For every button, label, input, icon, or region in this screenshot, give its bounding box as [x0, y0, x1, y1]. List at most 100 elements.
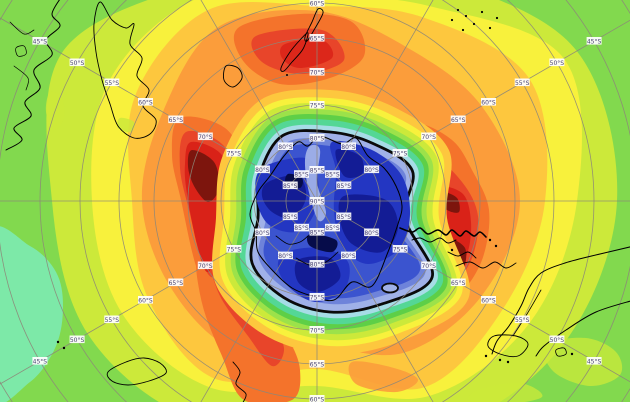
svg-text:85°S: 85°S: [310, 229, 325, 236]
latitude-label: 50°S: [69, 335, 85, 344]
latitude-label: 55°S: [104, 315, 120, 324]
coastlines: [5, 0, 630, 402]
latitude-label: 75°S: [309, 101, 325, 109]
latitude-label: 70°S: [197, 261, 213, 270]
latitude-label: 60°S: [481, 98, 496, 106]
latitude-label: 60°S: [138, 296, 153, 304]
svg-text:55°S: 55°S: [105, 317, 120, 324]
svg-text:85°S: 85°S: [283, 183, 298, 190]
latitude-label: 50°S: [549, 335, 565, 344]
svg-text:50°S: 50°S: [70, 60, 85, 67]
latitude-label: 60°S: [309, 395, 325, 402]
latitude-label: 75°S: [392, 245, 408, 253]
svg-text:85°S: 85°S: [294, 225, 309, 232]
svg-text:60°S: 60°S: [138, 99, 153, 106]
latitude-label: 45°S: [586, 37, 602, 45]
latitude-label: 80°S: [278, 251, 293, 260]
svg-text:80°S: 80°S: [341, 253, 356, 260]
svg-text:85°S: 85°S: [325, 225, 340, 232]
latitude-label: 65°S: [309, 360, 325, 368]
latitude-label: 55°S: [514, 315, 530, 324]
svg-text:60°S: 60°S: [310, 0, 325, 7]
svg-text:65°S: 65°S: [310, 35, 325, 42]
latitude-label: 50°S: [549, 58, 565, 67]
latitude-label: 60°S: [138, 98, 153, 106]
latitude-label: 65°S: [450, 115, 466, 124]
latitude-label: 65°S: [450, 278, 466, 287]
svg-text:70°S: 70°S: [198, 134, 213, 141]
svg-text:75°S: 75°S: [310, 294, 325, 301]
latitude-label: 45°S: [32, 37, 48, 45]
latitude-label: 80°S: [364, 165, 380, 174]
svg-text:50°S: 50°S: [70, 337, 85, 344]
svg-text:60°S: 60°S: [481, 99, 496, 106]
svg-text:50°S: 50°S: [550, 60, 565, 67]
svg-text:45°S: 45°S: [587, 358, 602, 365]
svg-text:85°S: 85°S: [283, 214, 298, 221]
svg-text:85°S: 85°S: [337, 214, 352, 221]
latitude-label: 70°S: [197, 132, 213, 141]
svg-text:85°S: 85°S: [337, 183, 352, 190]
svg-text:70°S: 70°S: [198, 263, 213, 270]
svg-text:85°S: 85°S: [325, 172, 340, 179]
svg-text:45°S: 45°S: [587, 38, 602, 45]
svg-text:80°S: 80°S: [364, 230, 379, 237]
svg-text:60°S: 60°S: [138, 297, 153, 304]
latitude-label: 45°S: [586, 357, 602, 365]
svg-text:80°S: 80°S: [278, 144, 293, 151]
svg-text:45°S: 45°S: [33, 38, 48, 45]
svg-text:65°S: 65°S: [310, 361, 325, 368]
latitude-label: 85°S: [294, 170, 309, 179]
latitude-label: 80°S: [341, 142, 356, 151]
latitude-label: 80°S: [278, 142, 293, 151]
svg-text:80°S: 80°S: [310, 261, 325, 268]
svg-text:70°S: 70°S: [310, 69, 325, 76]
latitude-label: 80°S: [309, 134, 325, 142]
svg-text:60°S: 60°S: [310, 396, 325, 402]
svg-text:65°S: 65°S: [451, 117, 466, 124]
latitude-label: 80°S: [341, 251, 356, 260]
svg-text:75°S: 75°S: [310, 102, 325, 109]
latitude-label: 50°S: [69, 58, 85, 67]
latitude-label: 85°S: [325, 223, 340, 232]
svg-text:75°S: 75°S: [227, 246, 242, 253]
latitude-label: 85°S: [309, 228, 325, 236]
svg-text:70°S: 70°S: [421, 263, 436, 270]
latitude-label: 85°S: [336, 181, 352, 190]
svg-text:80°S: 80°S: [341, 144, 356, 151]
svg-text:90°S: 90°S: [310, 198, 325, 205]
svg-text:80°S: 80°S: [364, 167, 379, 174]
latitude-label: 75°S: [226, 149, 242, 157]
latitude-label: 70°S: [309, 326, 325, 334]
latitude-label: 80°S: [254, 165, 270, 174]
svg-text:70°S: 70°S: [421, 134, 436, 141]
svg-text:75°S: 75°S: [393, 246, 408, 253]
latitude-label: 80°S: [309, 260, 325, 268]
latitude-labels: 85°S 80°S 75°S 70°S 65°S 60°S 85°S 80°S 75°S 70°S…: [32, 0, 602, 402]
svg-text:45°S: 45°S: [33, 358, 48, 365]
svg-text:75°S: 75°S: [227, 150, 242, 157]
latitude-label: 45°S: [32, 357, 48, 365]
latitude-label: 70°S: [421, 261, 437, 270]
svg-text:75°S: 75°S: [393, 150, 408, 157]
svg-text:65°S: 65°S: [169, 280, 184, 287]
svg-text:65°S: 65°S: [169, 117, 184, 124]
svg-text:85°S: 85°S: [294, 172, 309, 179]
svg-text:80°S: 80°S: [310, 135, 325, 142]
svg-text:80°S: 80°S: [255, 230, 270, 237]
latitude-label: 60°S: [481, 296, 496, 304]
latitude-label: 75°S: [309, 293, 325, 301]
latitude-label: 85°S: [309, 166, 325, 174]
latitude-label: 70°S: [309, 68, 325, 76]
latitude-label: 75°S: [226, 245, 242, 253]
svg-text:80°S: 80°S: [255, 167, 270, 174]
svg-text:55°S: 55°S: [105, 80, 120, 87]
svg-text:50°S: 50°S: [550, 337, 565, 344]
latitude-label: 80°S: [364, 228, 380, 237]
latitude-label: 85°S: [282, 181, 298, 190]
svg-text:80°S: 80°S: [278, 253, 293, 260]
latitude-label: 85°S: [282, 212, 298, 221]
latitude-label: 60°S: [309, 0, 325, 7]
